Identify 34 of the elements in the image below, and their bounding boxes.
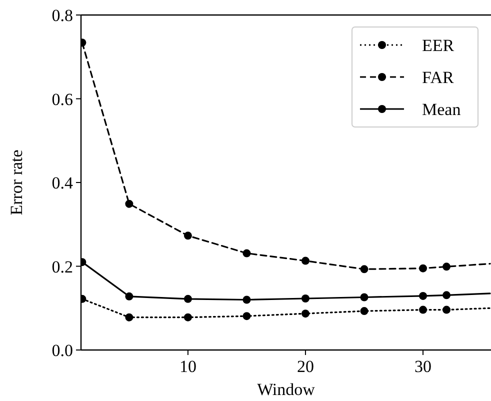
point [360,293,368,302]
point [301,256,310,265]
x-tick-label: 10 [179,357,196,376]
legend-label: EER [422,36,455,55]
point [419,264,428,272]
point [442,306,451,314]
y-tick-label: 0.2 [52,257,73,276]
x-axis-title: Window [257,380,316,399]
point [184,294,192,303]
point [301,310,310,318]
point [419,292,428,300]
point [242,296,251,304]
point [125,292,134,300]
legend-label: Mean [422,100,462,119]
y-tick-label: 0.4 [52,174,74,192]
y-axis-title: Error rate [7,150,26,216]
point [442,262,451,271]
point [360,307,368,316]
point [242,312,251,320]
point [419,306,428,314]
x-tick-label: 20 [296,357,314,376]
y-tick-label: 0.6 [52,90,73,109]
point [360,265,368,274]
point [125,313,134,322]
y-tick-label: 0.8 [52,6,73,25]
point [184,313,192,322]
point [184,232,192,240]
legend-label: FAR [422,68,454,87]
point [301,294,310,302]
point [442,291,451,300]
point [242,249,251,258]
x-tick-label: 30 [414,357,432,376]
point [125,200,134,208]
y-tick-label: 0.0 [52,341,73,360]
